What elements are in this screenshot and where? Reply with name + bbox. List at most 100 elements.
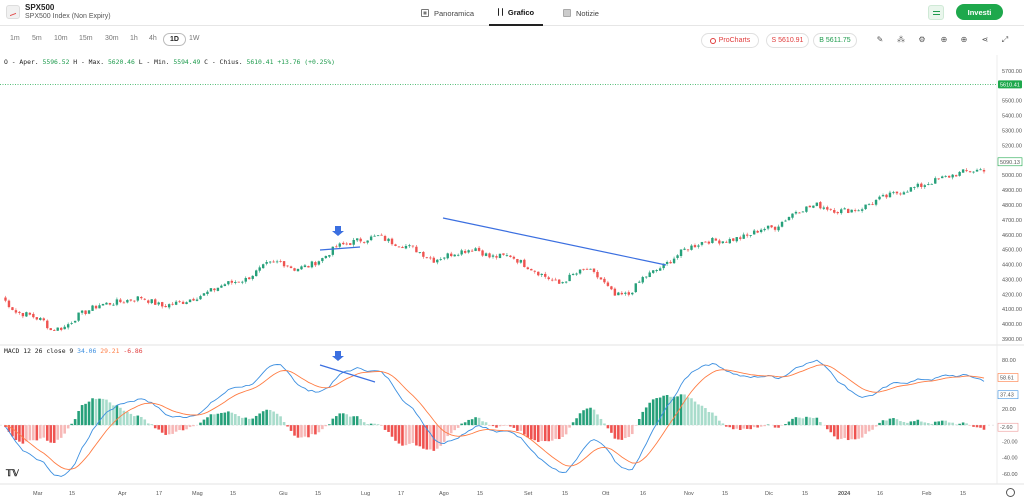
macd-histogram-bar <box>690 398 693 426</box>
gear-icon[interactable]: ⚙ <box>918 35 926 44</box>
candle-body <box>7 300 11 308</box>
macd-histogram-bar <box>585 408 589 426</box>
candle-body <box>568 274 571 282</box>
macd-histogram-bar <box>718 420 721 426</box>
candle-body <box>979 169 982 171</box>
tab-panoramica[interactable]: Panoramica <box>421 0 474 26</box>
macd-histogram-bar <box>651 399 655 426</box>
macd-histogram-bar <box>975 425 979 428</box>
candle-body <box>742 234 745 239</box>
macd-histogram-bar <box>491 425 495 427</box>
chart-settings-icon[interactable] <box>1006 488 1015 497</box>
candle-body <box>436 259 439 263</box>
indicators-icon[interactable]: ⁂ <box>897 35 905 44</box>
macd-histogram-bar <box>11 425 14 437</box>
timeframe-1m[interactable]: 1m <box>10 35 20 42</box>
time-axis-label: 15 <box>477 491 483 497</box>
macd-histogram-bar <box>683 394 686 426</box>
timeframe-1h[interactable]: 1h <box>130 35 138 42</box>
macd-histogram-bar <box>519 425 523 431</box>
macd-histogram-bar <box>314 425 317 435</box>
macd-histogram-bar <box>415 425 418 446</box>
candle-body <box>746 234 749 236</box>
candle-body <box>289 266 293 269</box>
candle-body <box>916 183 920 187</box>
candle-body <box>394 244 397 246</box>
macd-histogram-bar <box>230 412 234 426</box>
macd-histogram-bar <box>432 425 436 451</box>
macd-histogram-bar <box>209 414 213 426</box>
candle-body <box>206 291 209 294</box>
tab-grafico[interactable]: Grafico <box>489 0 543 26</box>
macd-histogram-bar <box>731 425 735 430</box>
candle-body <box>773 226 777 230</box>
watchlist-icon[interactable] <box>928 5 944 20</box>
macd-histogram-bar <box>279 416 282 426</box>
timeframe-10m[interactable]: 10m <box>54 35 68 42</box>
time-axis-label: Mag <box>192 491 203 497</box>
sell-button[interactable]: S 5610.91 <box>766 33 809 48</box>
procharts-button[interactable]: ProCharts <box>701 33 759 48</box>
candle-body <box>21 313 25 317</box>
share-icon[interactable]: ⋖ <box>981 35 989 44</box>
candle-body <box>477 247 481 251</box>
hist-value: -6.86 <box>123 347 143 355</box>
timeframe-1w[interactable]: 1W <box>189 35 200 42</box>
candle-body <box>366 240 369 243</box>
macd-histogram-bar <box>693 401 697 426</box>
candle-body <box>749 235 752 236</box>
timeframe-15m[interactable]: 15m <box>79 35 93 42</box>
invest-button[interactable]: Investi <box>956 4 1003 20</box>
candle-body <box>317 261 321 265</box>
macd-histogram-bar <box>425 425 429 450</box>
macd-histogram-bar <box>275 413 279 426</box>
macd-histogram-bar <box>45 425 49 441</box>
candle-body <box>387 238 390 242</box>
macd-histogram-bar <box>139 416 143 426</box>
candle-body <box>98 305 101 309</box>
candle-body <box>14 310 18 313</box>
candle-body <box>411 245 415 247</box>
time-axis-label: Ago <box>439 491 449 497</box>
fullscreen-icon[interactable]: ⤢ <box>1001 35 1009 44</box>
candle-body <box>237 281 240 283</box>
candle-body <box>418 252 422 253</box>
candle-body <box>613 288 617 296</box>
macd-histogram-bar <box>829 425 833 433</box>
pencil-icon[interactable]: ✎ <box>876 35 884 44</box>
tab-notizie[interactable]: Notizie <box>563 0 599 26</box>
timeframe-4h[interactable]: 4h <box>149 35 157 42</box>
tradingview-logo-icon: 𝕋𝕍 <box>6 468 19 478</box>
candle-body <box>105 302 108 305</box>
timeframe-5m[interactable]: 5m <box>32 35 42 42</box>
add-indicator-icon[interactable]: ⊕ <box>960 35 968 44</box>
macd-histogram-bar <box>286 425 289 427</box>
timeframe-30m[interactable]: 30m <box>105 35 119 42</box>
macd-histogram-bar <box>836 425 840 440</box>
macd-histogram-bar <box>979 425 982 428</box>
candle-body <box>244 277 247 282</box>
candle-body <box>119 299 122 303</box>
macd-histogram-bar <box>108 402 112 426</box>
candle-body <box>540 273 543 275</box>
candle-body <box>662 263 665 269</box>
candle-body <box>836 212 839 214</box>
last-price-badge <box>998 80 1022 89</box>
macd-histogram-bar <box>362 422 366 426</box>
buy-button[interactable]: B 5611.75 <box>813 33 857 48</box>
macd-histogram-bar <box>63 425 66 434</box>
macd-histogram-bar <box>613 425 617 439</box>
candle-body <box>84 310 87 314</box>
macd-histogram-bar <box>808 417 812 426</box>
candle-body <box>185 302 188 305</box>
ohlc-legend: O - Aper. 5596.52 H - Max. 5620.46 L - M… <box>4 58 335 66</box>
macd-line <box>5 359 985 477</box>
macd-histogram-bar <box>610 425 613 433</box>
add-icon[interactable]: ⊕ <box>940 35 948 44</box>
macd-histogram-bar <box>289 425 293 431</box>
timeframe-1d[interactable]: 1D <box>163 33 186 46</box>
macd-histogram-bar <box>596 414 599 426</box>
macd-histogram-bar <box>634 425 638 426</box>
candle-body <box>157 302 160 305</box>
